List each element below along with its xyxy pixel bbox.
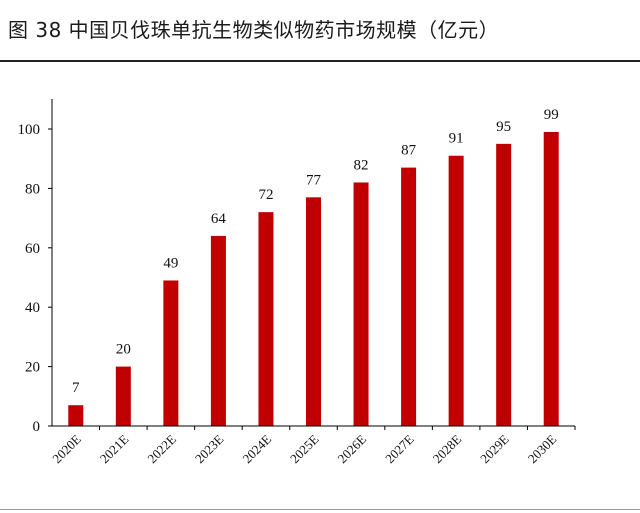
y-tick-label-20: 20 xyxy=(25,360,40,376)
x-axis: 2020E 2021E 2022E 2023E 2024E 2025E 2026E 2027E… xyxy=(49,425,576,466)
bottom-divider xyxy=(0,509,640,510)
x-tick-label-2022E: 2022E xyxy=(144,431,179,466)
bar-2025E xyxy=(306,197,321,426)
data-label-2027E: 87 xyxy=(401,143,417,159)
x-tick-label-2024E: 2024E xyxy=(239,431,274,466)
data-label-2028E: 91 xyxy=(449,131,464,147)
bar-2029E xyxy=(496,143,512,426)
y-tick-label-100: 100 xyxy=(18,122,41,138)
data-label-2030E: 99 xyxy=(544,107,559,123)
x-tick-label-2025E: 2025E xyxy=(287,431,322,466)
y-tick-label-60: 60 xyxy=(25,241,40,257)
y-tick-label-40: 40 xyxy=(25,300,40,316)
x-tick-label-2020E: 2020E xyxy=(49,431,84,466)
x-tick-label-2027E: 2027E xyxy=(382,431,417,466)
bar-2030E xyxy=(543,131,559,426)
x-tick-label-2021E: 2021E xyxy=(97,431,132,466)
chart-title: 图 38 中国贝伐珠单抗生物类似物药市场规模（亿元） xyxy=(8,18,500,42)
x-tick-label-2026E: 2026E xyxy=(335,431,370,466)
x-tick-label-2023E: 2023E xyxy=(192,431,227,466)
data-label-2026E: 82 xyxy=(354,157,369,173)
title-divider xyxy=(0,60,640,62)
bar-2022E xyxy=(163,280,179,426)
bar-2027E xyxy=(401,167,417,427)
y-axis: 0 20 40 60 80 100 xyxy=(18,99,53,435)
bar-2023E xyxy=(210,235,226,426)
bar-2021E xyxy=(115,366,131,426)
x-tick-label-2030E: 2030E xyxy=(525,431,560,466)
data-label-2029E: 95 xyxy=(496,119,511,135)
data-label-2024E: 72 xyxy=(258,187,273,203)
bars xyxy=(68,131,559,427)
data-label-2022E: 49 xyxy=(163,255,178,271)
x-tick-label-2028E: 2028E xyxy=(430,431,465,466)
data-label-2021E: 20 xyxy=(116,342,131,358)
bar-2024E xyxy=(258,212,274,426)
bar-2026E xyxy=(353,182,369,426)
data-label-2023E: 64 xyxy=(211,211,227,227)
x-tick-label-2029E: 2029E xyxy=(477,431,512,466)
y-tick-label-80: 80 xyxy=(25,181,40,197)
bar-2028E xyxy=(448,155,464,427)
data-labels: 7 20 49 64 72 77 82 87 91 95 99 xyxy=(72,107,559,396)
y-tick-label-0: 0 xyxy=(33,419,41,435)
data-label-2025E: 77 xyxy=(306,172,322,188)
bar-2020E xyxy=(68,405,84,426)
data-label-2020E: 7 xyxy=(72,380,80,396)
